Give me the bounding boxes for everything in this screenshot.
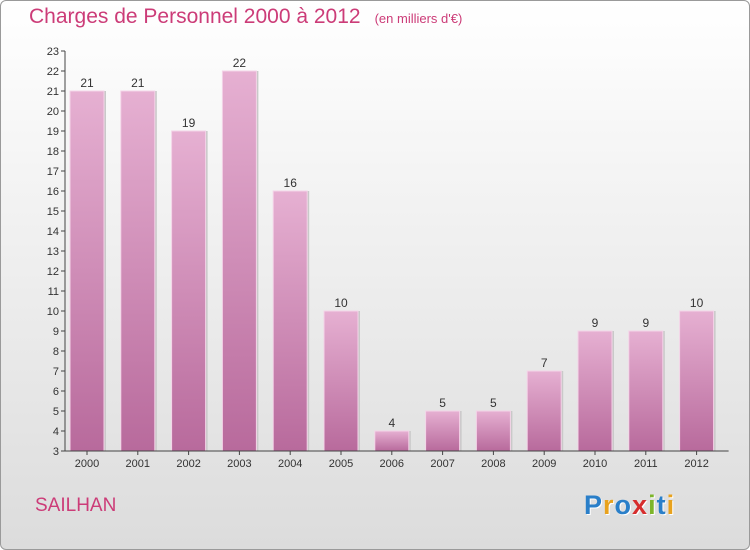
bar <box>577 330 613 452</box>
x-tick-label: 2005 <box>329 458 353 470</box>
data-label: 7 <box>541 356 548 370</box>
labels-group: 21 21 19 22 16 10 4 5 5 7 9 9 10 <box>80 56 703 430</box>
data-label: 4 <box>388 416 395 430</box>
proxiti-logo: Proxiti <box>584 490 675 521</box>
x-tick-label: 2007 <box>430 458 454 470</box>
y-tick-label: 16 <box>47 186 59 198</box>
y-tick-label: 5 <box>53 406 59 418</box>
y-tick-label: 14 <box>47 226 59 238</box>
x-tick-label: 2012 <box>684 458 708 470</box>
title-text: Charges de Personnel 2000 à 2012 <box>29 5 361 28</box>
bar <box>679 310 715 452</box>
bar <box>628 330 664 452</box>
y-tick-label: 4 <box>53 426 59 438</box>
y-tick-label: 10 <box>47 306 59 318</box>
y-tick-label: 11 <box>48 286 59 298</box>
y-tick-label: 3 <box>53 446 59 458</box>
bar <box>221 70 257 452</box>
y-tick-label: 17 <box>47 166 59 178</box>
bar <box>526 370 562 452</box>
data-label: 5 <box>490 396 497 410</box>
y-tick-label: 12 <box>47 266 59 278</box>
bar <box>171 130 207 452</box>
logo-letter: t <box>656 490 667 520</box>
bar <box>69 90 105 452</box>
y-tick-label: 8 <box>53 346 59 358</box>
x-tick-label: 2003 <box>227 458 251 470</box>
x-tick-label: 2006 <box>380 458 404 470</box>
x-tick-label: 2002 <box>176 458 200 470</box>
data-label: 21 <box>131 76 145 90</box>
logo-letter: o <box>614 490 633 520</box>
axes-group: 3 4 5 6 7 8 9 10 11 12 13 14 15 16 17 18 19 20 21 22 23 2000 2… <box>47 46 729 470</box>
data-label: 9 <box>642 316 649 330</box>
bar <box>425 410 461 452</box>
y-tick-label: 18 <box>47 146 59 158</box>
bar <box>475 410 511 452</box>
logo-letter: r <box>603 490 615 520</box>
y-tick-label: 15 <box>47 206 59 218</box>
commune-name: SAILHAN <box>35 495 117 516</box>
y-tick-label: 23 <box>47 46 59 58</box>
y-tick-label: 6 <box>53 386 59 398</box>
bars-group <box>69 70 716 452</box>
logo-letter: P <box>584 490 604 520</box>
x-tick-label: 2004 <box>278 458 302 470</box>
x-tick-label: 2008 <box>481 458 505 470</box>
data-label: 5 <box>439 396 446 410</box>
data-label: 10 <box>334 296 348 310</box>
y-tick-label: 19 <box>47 126 59 138</box>
logo-letter: x <box>632 490 649 520</box>
data-label: 21 <box>80 76 94 90</box>
y-tick-label: 7 <box>53 366 59 378</box>
logo-letter: i <box>666 490 676 520</box>
y-tick-label: 13 <box>47 246 59 258</box>
chart-title: Charges de Personnel 2000 à 2012 (en mill… <box>29 5 462 29</box>
data-label: 16 <box>284 176 298 190</box>
x-tick-label: 2000 <box>75 458 99 470</box>
data-label: 9 <box>592 316 599 330</box>
bar <box>374 430 410 452</box>
unit-label: (en milliers d'€) <box>374 11 463 26</box>
y-tick-label: 9 <box>53 326 59 338</box>
y-tick-label: 20 <box>47 106 59 118</box>
data-label: 10 <box>690 296 704 310</box>
logo-letter: i <box>648 490 657 520</box>
data-label: 19 <box>182 116 196 130</box>
y-tick-label: 21 <box>47 86 59 98</box>
bar <box>323 310 359 452</box>
data-label: 22 <box>233 56 247 70</box>
x-tick-label: 2010 <box>583 458 607 470</box>
x-tick-label: 2001 <box>126 458 150 470</box>
x-tick-label: 2009 <box>532 458 556 470</box>
y-tick-label: 22 <box>47 66 59 78</box>
x-tick-label: 2011 <box>634 458 658 470</box>
bar <box>120 90 156 452</box>
bar <box>272 190 308 452</box>
